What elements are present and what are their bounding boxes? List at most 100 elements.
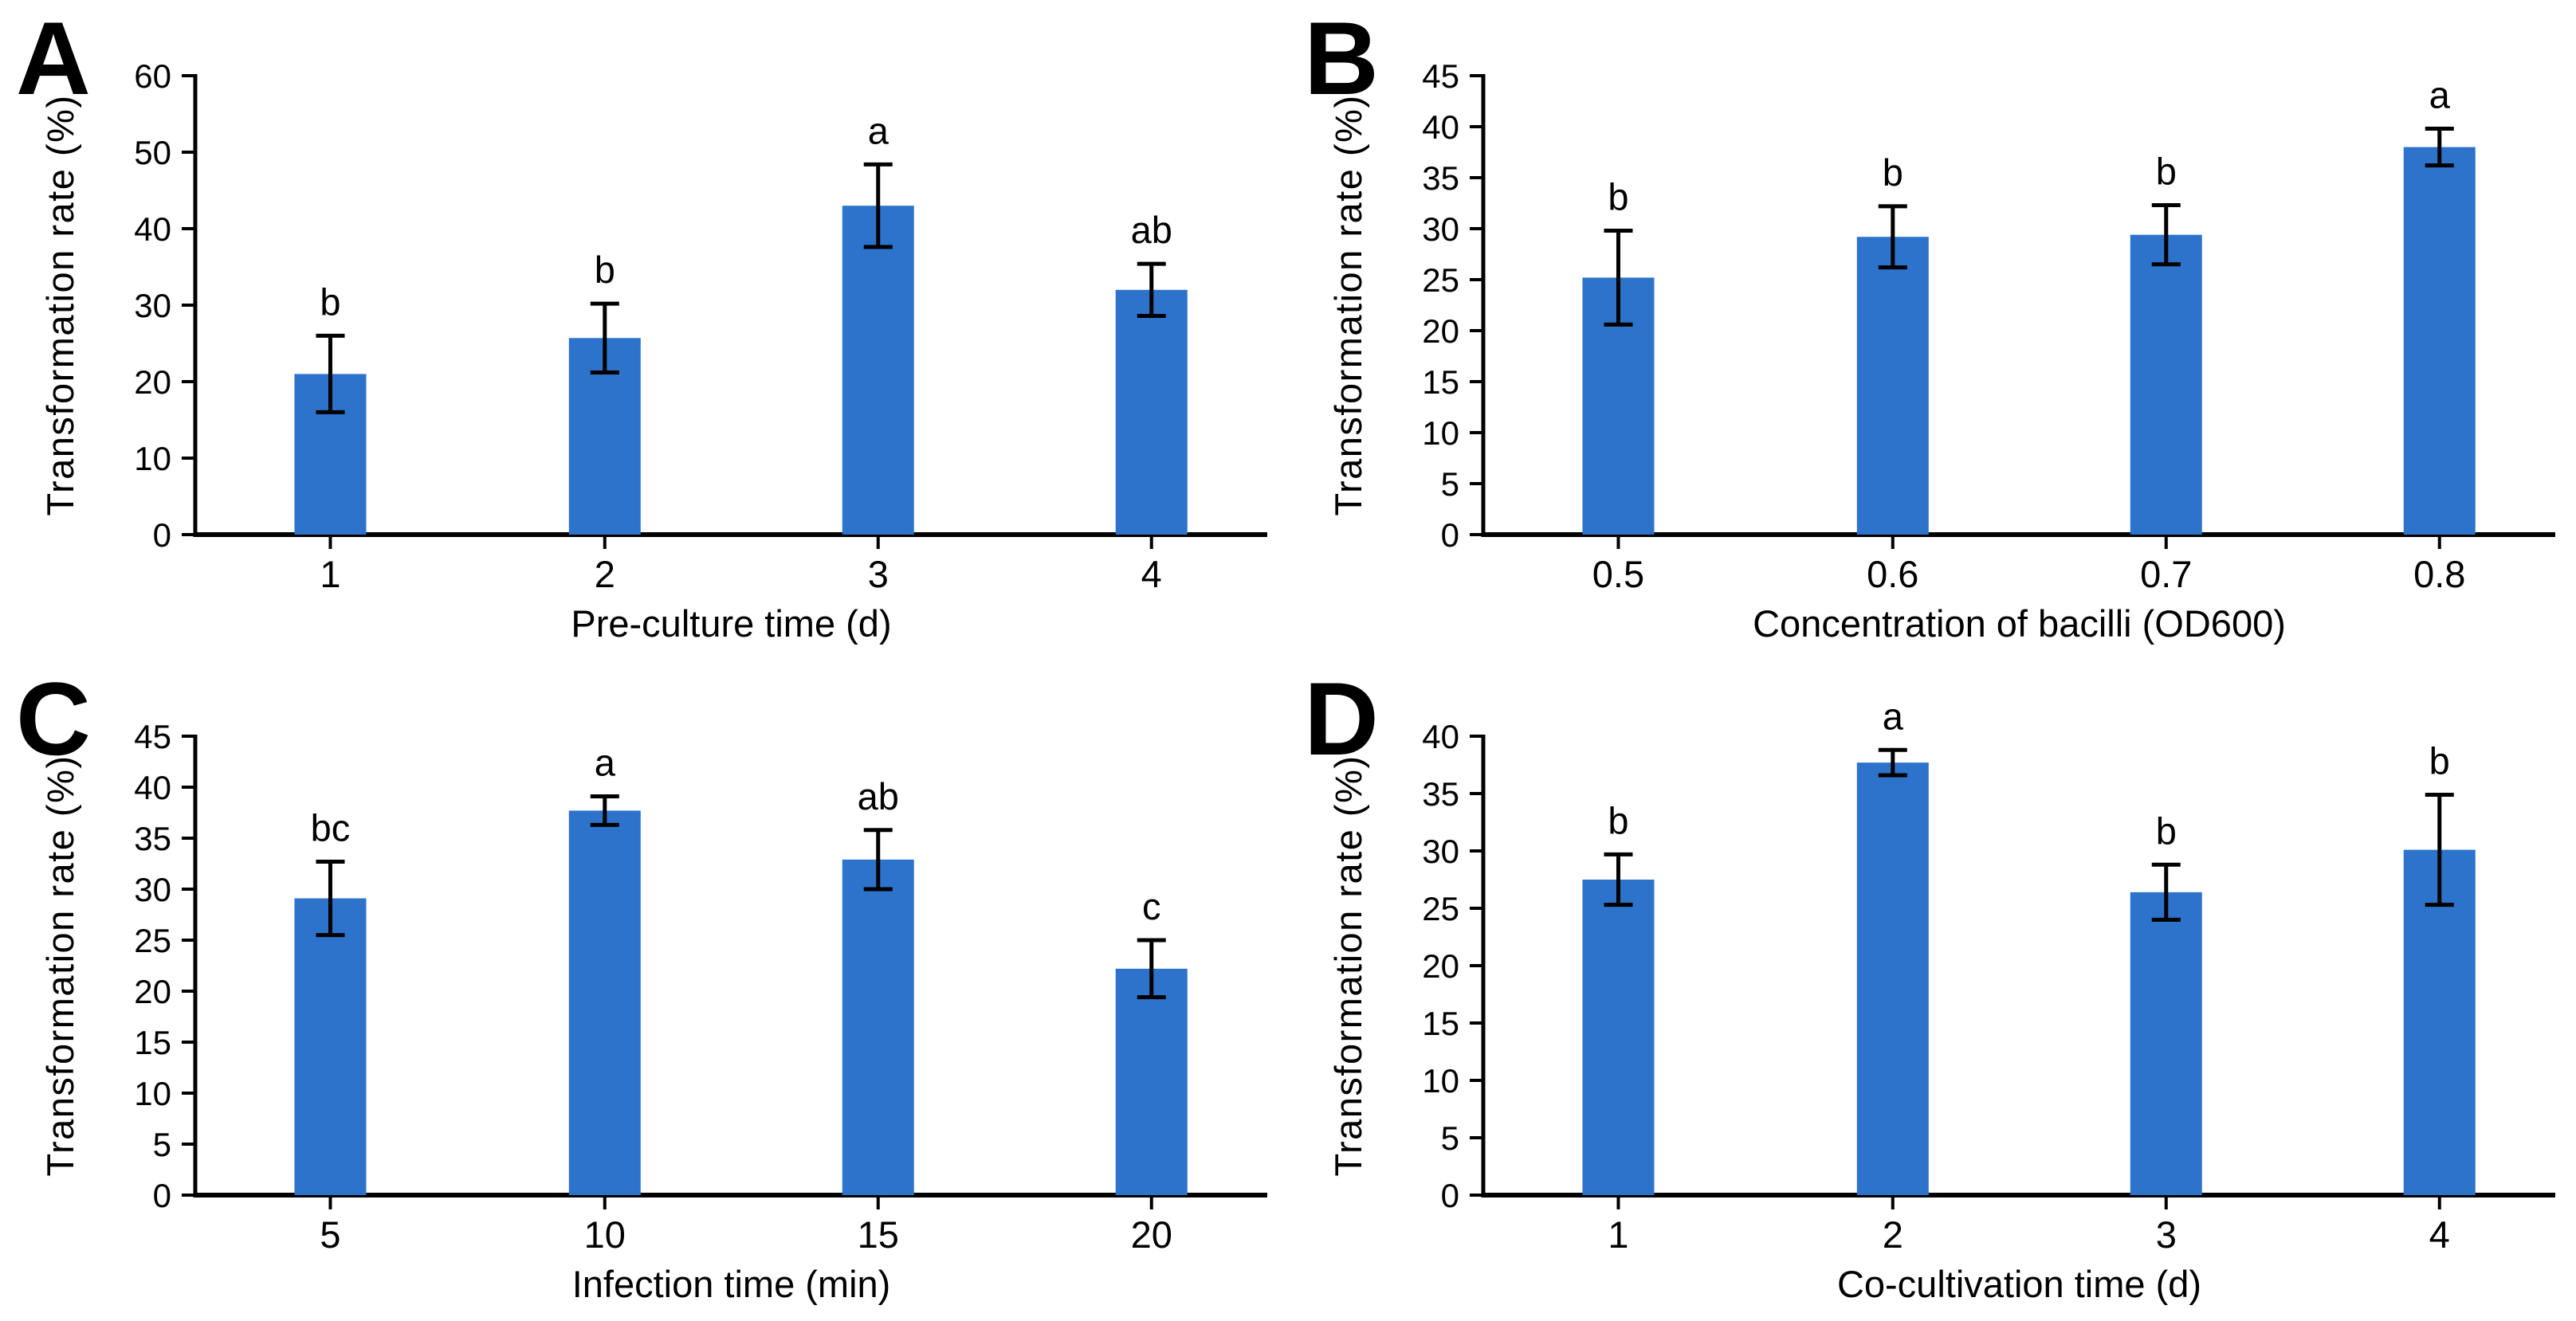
y-tick-label: 25 [1422,890,1459,927]
y-tick-label: 20 [1422,312,1459,350]
significance-letter: b [1608,176,1628,218]
panel-letter: B [1304,0,1379,116]
x-tick-label: 10 [584,1213,626,1256]
x-tick-label: 4 [2429,1213,2450,1256]
y-tick-label: 10 [1422,1062,1459,1100]
significance-letter: ab [1131,209,1172,251]
significance-letter: b [1883,151,1903,194]
bar [568,810,641,1195]
y-axis-title: Transformation rate (%) [1327,755,1369,1176]
y-tick-label: 50 [134,134,171,171]
bar [2403,147,2476,535]
y-axis-title: Transformation rate (%) [39,755,81,1176]
bar [1115,968,1188,1195]
x-tick-label: 4 [1141,553,1162,595]
x-tick-label: 20 [1131,1213,1172,1256]
y-tick-label: 35 [1422,159,1459,197]
significance-letter: a [1883,695,1904,737]
y-tick-label: 40 [1422,718,1459,755]
significance-letter: a [2429,74,2451,116]
y-tick-label: 5 [1441,1119,1459,1157]
bar [1115,289,1188,535]
y-tick-label: 20 [1422,947,1459,985]
x-tick-label: 0.6 [1867,553,1918,595]
y-tick-label: 0 [1441,1177,1459,1214]
x-tick-label: 3 [2156,1213,2177,1256]
panel-letter: A [16,0,91,116]
y-tick-label: 45 [1422,57,1459,95]
y-tick-label: 15 [134,1024,171,1061]
bar [1856,237,1929,535]
significance-letter: c [1142,885,1161,927]
significance-letter: b [2156,151,2177,193]
y-tick-label: 0 [153,1177,171,1214]
y-tick-label: 60 [134,57,171,95]
x-tick-label: 0.7 [2140,553,2192,595]
y-tick-label: 30 [1422,833,1459,870]
y-tick-label: 20 [134,363,171,401]
x-tick-label: 1 [320,553,340,595]
panel-c: C Transformation rate (%) 0 5 10 15 20 25 30 35 40… [0,660,1288,1321]
significance-letter: b [320,280,340,323]
bar [1582,880,1655,1195]
y-tick-label: 10 [1422,414,1459,452]
significance-letter: ab [858,775,899,817]
panel-a: A Transformation rate (%) 0 10 20 30 40 50 60 b 1 b… [0,0,1288,660]
x-tick-label: 2 [1883,1213,1903,1256]
bar [2403,849,2476,1195]
x-axis-title: Infection time (min) [572,1263,891,1305]
bar [842,206,914,535]
significance-letter: b [1608,799,1628,841]
x-axis-title: Concentration of bacilli (OD600) [1753,602,2286,645]
bar [842,859,914,1195]
y-tick-label: 0 [153,516,171,554]
y-tick-label: 40 [134,769,171,806]
y-tick-label: 20 [134,973,171,1010]
y-tick-label: 35 [1422,775,1459,813]
x-tick-label: 3 [868,553,889,595]
y-tick-label: 5 [153,1126,171,1163]
y-tick-label: 15 [1422,1005,1459,1042]
y-tick-label: 10 [134,440,171,477]
y-tick-label: 30 [134,287,171,324]
significance-letter: b [2429,739,2450,782]
y-tick-label: 0 [1441,516,1459,554]
panel-letter: D [1304,660,1379,777]
y-tick-label: 25 [134,922,171,959]
panel-b: B Transformation rate (%) 0 5 10 15 20 25 30 35 40… [1288,0,2576,660]
y-tick-label: 5 [1441,465,1459,503]
panel-d: D Transformation rate (%) 0 5 10 15 20 25 30 35 40… [1288,660,2576,1321]
y-tick-label: 30 [1422,210,1459,248]
y-tick-label: 45 [134,718,171,755]
x-tick-label: 1 [1608,1213,1628,1256]
y-tick-label: 25 [1422,261,1459,299]
significance-letter: b [2156,809,2177,852]
x-tick-label: 2 [595,553,615,595]
y-tick-label: 35 [134,820,171,857]
y-axis-title: Transformation rate (%) [1327,94,1369,515]
x-tick-label: 5 [320,1213,340,1256]
y-axis-title: Transformation rate (%) [39,94,81,515]
x-tick-label: 0.5 [1592,553,1644,595]
significance-letter: bc [311,806,351,849]
significance-letter: a [868,109,889,151]
bar [2130,892,2202,1195]
significance-letter: b [595,249,615,291]
bar [1856,762,1929,1195]
y-tick-label: 40 [134,210,171,248]
panel-letter: C [16,660,91,777]
y-tick-label: 10 [134,1075,171,1112]
x-axis-title: Pre-culture time (d) [571,602,891,645]
x-tick-label: 0.8 [2413,553,2465,595]
bar [294,898,367,1195]
y-tick-label: 30 [134,871,171,908]
y-tick-label: 40 [1422,108,1459,146]
x-tick-label: 15 [858,1213,899,1256]
x-axis-title: Co-cultivation time (d) [1837,1263,2201,1305]
y-tick-label: 15 [1422,363,1459,401]
